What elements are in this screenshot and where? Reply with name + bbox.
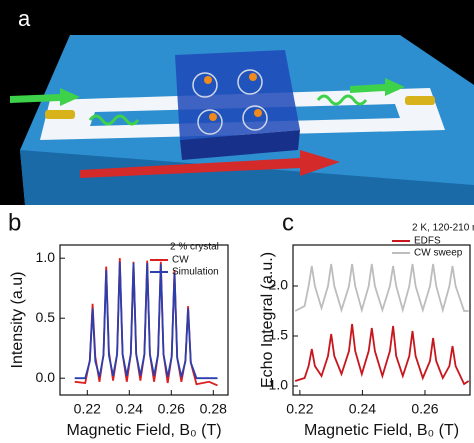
- port-right: [405, 96, 435, 105]
- x-tick-label: 0.28: [200, 401, 227, 417]
- y-tick-label: 0.5: [36, 309, 56, 325]
- line: [74, 261, 218, 380]
- molecules: [192, 69, 268, 135]
- field-arrow: [80, 150, 340, 178]
- x-axis-label: Magnetic Field, B₀ (T): [304, 422, 459, 439]
- legend-label: EDFS: [414, 236, 441, 247]
- line: [294, 263, 469, 314]
- y-tick-label: 1.5: [269, 327, 289, 343]
- port-left: [45, 110, 75, 119]
- wave-in: [88, 114, 140, 126]
- arrow-out: [350, 78, 405, 96]
- x-tick-label: 0.22: [286, 401, 313, 417]
- x-axis-label: Magnetic Field, B₀ (T): [66, 422, 221, 439]
- x-tick-label: 0.26: [158, 401, 185, 417]
- spins: [204, 73, 262, 121]
- arrow-in: [10, 88, 80, 106]
- legend-label: CW: [172, 255, 189, 266]
- y-axis-label: Echo Integral (a.u.): [259, 252, 276, 388]
- crystal-top: [175, 50, 300, 140]
- y-tick-label: 0.0: [36, 369, 56, 385]
- plot-frame: [292, 244, 471, 396]
- legend-label: CW sweep: [414, 248, 463, 259]
- legend-title: 2 K, 120-210 ns: [412, 223, 474, 234]
- panel-label: b: [8, 209, 21, 236]
- x-tick-label: 0.22: [74, 401, 101, 417]
- y-tick-label: 1.0: [36, 249, 56, 265]
- panel-label: c: [282, 209, 294, 236]
- crystal-side: [180, 130, 300, 160]
- line: [294, 323, 470, 386]
- y-axis-label: Intensity (a.u): [9, 272, 26, 369]
- y-tick-label: 2.0: [269, 277, 289, 293]
- x-tick-label: 0.26: [411, 401, 438, 417]
- legend-label: Simulation: [172, 267, 219, 278]
- legend-title: 2 % crystal: [170, 242, 219, 253]
- y-tick-label: 1.0: [269, 377, 289, 393]
- x-tick-label: 0.24: [116, 401, 143, 417]
- plot-frame: [59, 244, 229, 396]
- panel-label: a: [18, 6, 31, 31]
- x-tick-label: 0.24: [349, 401, 376, 417]
- substrate-edge: [20, 150, 474, 205]
- illustration: a: [0, 0, 474, 205]
- wave-out: [316, 94, 368, 106]
